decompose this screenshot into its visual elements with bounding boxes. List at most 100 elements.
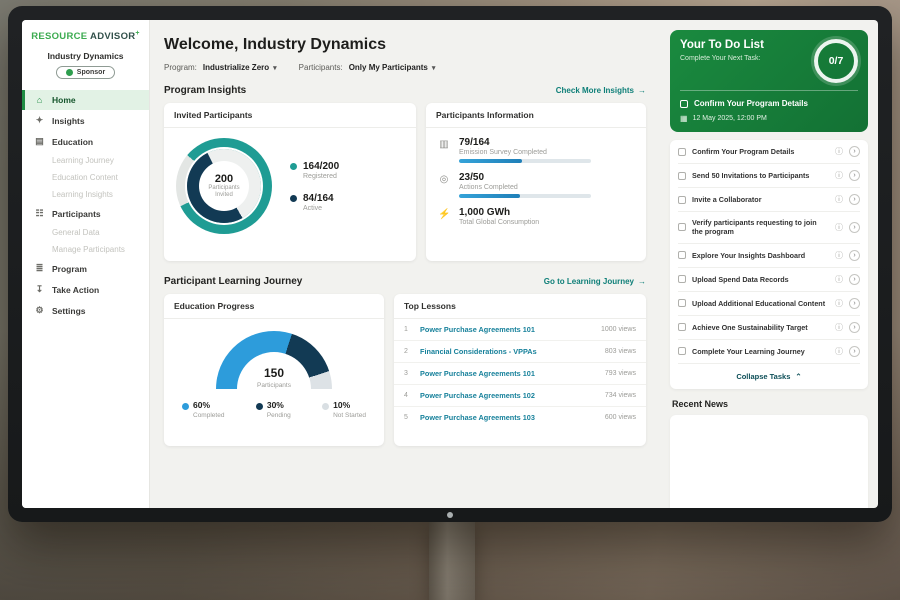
invited-donut-chart: 200 Participants Invited — [176, 138, 272, 234]
chevron-right-icon[interactable]: › — [849, 249, 860, 261]
task-row[interactable]: Complete Your Learning Journey ⓘ › — [678, 340, 860, 364]
checkbox-icon[interactable] — [678, 171, 686, 180]
checkbox-icon[interactable] — [678, 251, 686, 260]
take-action-icon: ↧ — [35, 284, 44, 295]
next-task-row[interactable]: Confirm Your Program Details — [680, 90, 858, 108]
power-led — [447, 512, 453, 518]
filter-bar: Program: Industrialize Zero ▾ Participan… — [164, 63, 646, 72]
todo-progress-ring: 0/7 — [814, 39, 858, 83]
lesson-link[interactable]: Power Purchase Agreements 103 — [420, 413, 535, 422]
due-date-row: ▦ 12 May 2025, 12:00 PM — [680, 114, 767, 123]
info-icon[interactable]: ⓘ — [835, 298, 843, 308]
education-legend: 60% Completed 30% Pending — [174, 391, 374, 419]
task-row[interactable]: Verify participants requesting to join t… — [678, 212, 860, 244]
task-row[interactable]: Achieve One Sustainability Target ⓘ › — [678, 316, 860, 340]
chevron-up-icon: ⌃ — [795, 371, 802, 381]
sidebar-item-learning-insights[interactable]: Learning Insights — [52, 190, 113, 200]
learning-journey-header: Participant Learning Journey Go to Learn… — [164, 276, 646, 287]
education-gauge-chart: 150 Participants — [216, 331, 332, 391]
card-title: Education Progress — [164, 294, 384, 319]
stat-actions-completed: ◎ 23/50 Actions Completed — [438, 172, 634, 198]
lesson-link[interactable]: Power Purchase Agreements 102 — [420, 391, 535, 400]
chevron-right-icon[interactable]: › — [849, 146, 860, 157]
chevron-right-icon[interactable]: › — [849, 221, 860, 233]
program-insights-header: Program Insights Check More Insights → — [164, 85, 646, 96]
lesson-row: 2 Financial Considerations - VPPAs 803 v… — [394, 341, 646, 363]
gear-icon: ⚙ — [35, 305, 44, 316]
info-icon[interactable]: ⓘ — [835, 346, 843, 356]
info-icon[interactable]: ⓘ — [835, 147, 843, 156]
checkbox-icon[interactable] — [678, 347, 686, 356]
chevron-right-icon[interactable]: › — [849, 321, 860, 333]
sidebar: RESOURCE ADVISOR+ Industry Dynamics Spon… — [22, 20, 150, 508]
sidebar-item-education-content[interactable]: Education Content — [52, 173, 118, 183]
sidebar-item-education[interactable]: ▤ Education — [35, 136, 94, 147]
invited-participants-card: Invited Participants 200 Participants In… — [164, 103, 416, 261]
info-icon[interactable]: ⓘ — [835, 171, 843, 180]
chevron-down-icon: ▾ — [273, 64, 277, 72]
calendar-icon: ▦ — [680, 114, 688, 123]
task-row[interactable]: Send 50 Invitations to Participants ⓘ › — [678, 164, 860, 188]
sidebar-item-home[interactable]: ⌂ Home — [22, 90, 149, 111]
progress-bar — [459, 194, 591, 198]
dashboard-screen: RESOURCE ADVISOR+ Industry Dynamics Spon… — [22, 20, 878, 508]
teal-dot-icon — [290, 162, 297, 170]
stat-global-consumption: ⚡ 1,000 GWh Total Global Consumption — [438, 207, 634, 229]
info-icon[interactable]: ⓘ — [835, 222, 843, 232]
task-row[interactable]: Confirm Your Program Details ⓘ › — [678, 140, 860, 164]
brand-logo: RESOURCE ADVISOR+ — [31, 30, 140, 43]
checkbox-icon[interactable] — [678, 223, 686, 232]
task-row[interactable]: Explore Your Insights Dashboard ⓘ › — [678, 244, 860, 268]
program-select[interactable]: Industrialize Zero ▾ — [202, 63, 277, 72]
sidebar-item-learning-journey[interactable]: Learning Journey — [52, 156, 114, 166]
checkbox-icon[interactable] — [680, 99, 688, 108]
info-icon[interactable]: ⓘ — [835, 195, 843, 204]
chevron-right-icon[interactable]: › — [849, 297, 860, 309]
sidebar-item-insights[interactable]: ✦ Insights — [35, 115, 85, 126]
task-row[interactable]: Upload Additional Educational Content ⓘ … — [678, 292, 860, 316]
insights-cards-row: Invited Participants 200 Participants In… — [164, 103, 646, 261]
info-icon[interactable]: ⓘ — [835, 322, 843, 332]
chevron-right-icon[interactable]: › — [849, 345, 860, 357]
sidebar-item-settings[interactable]: ⚙ Settings — [35, 305, 86, 316]
donut-center-label: 200 Participants Invited — [208, 172, 240, 198]
task-row[interactable]: Upload Spend Data Records ⓘ › — [678, 268, 860, 292]
lesson-row: 5 Power Purchase Agreements 103 600 view… — [404, 413, 636, 422]
lesson-link[interactable]: Power Purchase Agreements 101 — [420, 325, 535, 334]
monitor-frame: RESOURCE ADVISOR+ Industry Dynamics Spon… — [8, 6, 892, 522]
card-title: Top Lessons — [394, 294, 646, 319]
lesson-row: 4 Power Purchase Agreements 102 734 view… — [394, 385, 646, 407]
participants-select[interactable]: Only My Participants ▾ — [348, 63, 436, 72]
sidebar-item-program[interactable]: ≣ Program — [35, 263, 87, 274]
invited-legend: 164/200 Registered 84/164 Active — [290, 161, 339, 212]
collapse-tasks-button[interactable]: Collapse Tasks ⌃ — [736, 371, 802, 381]
checkbox-icon[interactable] — [678, 147, 686, 156]
sidebar-item-take-action[interactable]: ↧ Take Action — [35, 284, 100, 295]
checkbox-icon[interactable] — [678, 299, 686, 308]
sidebar-item-general-data[interactable]: General Data — [52, 228, 100, 238]
chevron-right-icon[interactable]: › — [849, 273, 860, 285]
legend-item-not-started: 10% Not Started — [322, 400, 366, 419]
checkbox-icon[interactable] — [678, 323, 686, 332]
sidebar-item-manage-participants[interactable]: Manage Participants — [52, 245, 125, 255]
lesson-link[interactable]: Power Purchase Agreements 101 — [420, 369, 535, 378]
legend-item-pending: 30% Pending — [255, 400, 291, 419]
chevron-right-icon[interactable]: › — [849, 194, 860, 205]
checkbox-icon[interactable] — [678, 195, 686, 204]
checkbox-icon[interactable] — [678, 275, 686, 284]
sidebar-item-participants[interactable]: ☷ Participants — [35, 208, 101, 219]
navy-dot-icon — [255, 402, 263, 410]
legend-item-active: 84/164 Active — [290, 193, 339, 212]
chevron-right-icon[interactable]: › — [849, 170, 860, 181]
info-icon[interactable]: ⓘ — [835, 274, 843, 284]
education-icon: ▤ — [35, 136, 44, 147]
task-row[interactable]: Invite a Collaborator ⓘ › — [678, 188, 860, 212]
arrow-right-icon: → — [638, 86, 646, 95]
program-list-icon: ≣ — [35, 263, 44, 274]
sponsor-badge-label: Sponsor — [76, 69, 106, 77]
info-icon[interactable]: ⓘ — [835, 250, 843, 260]
check-more-insights-link[interactable]: Check More Insights → — [555, 86, 646, 95]
lesson-link[interactable]: Financial Considerations - VPPAs — [420, 347, 537, 356]
go-to-learning-journey-link[interactable]: Go to Learning Journey → — [543, 277, 646, 286]
